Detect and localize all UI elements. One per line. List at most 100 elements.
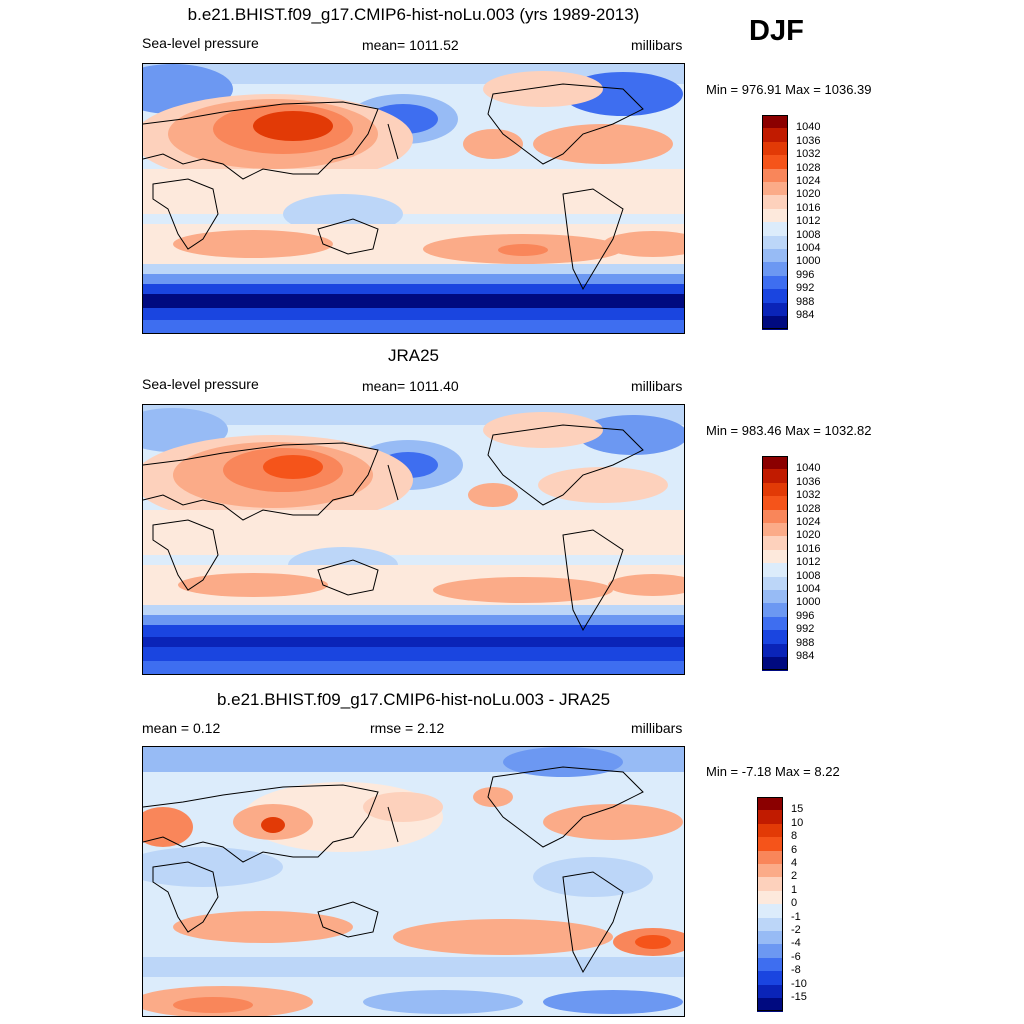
colorbar-swatch bbox=[762, 590, 788, 604]
colorbar-swatch bbox=[757, 810, 783, 825]
colorbar-label: 15 bbox=[791, 803, 804, 816]
panel-3-minmax: Min = -7.18 Max = 8.22 bbox=[706, 764, 840, 779]
colorbar-label: 1024 bbox=[796, 175, 821, 187]
colorbar-swatch bbox=[762, 289, 788, 304]
colorbar-swatch bbox=[762, 128, 788, 143]
colorbar-label: 1004 bbox=[796, 242, 821, 254]
colorbar-label: 1008 bbox=[796, 228, 821, 241]
colorbar-swatch bbox=[762, 657, 788, 671]
colorbar-label: 1032 bbox=[796, 148, 821, 161]
colorbar-label: 1028 bbox=[796, 502, 821, 515]
colorbar-label: 6 bbox=[791, 843, 798, 856]
panel-1-mean: mean= 1011.52 bbox=[362, 37, 459, 53]
colorbar-label: 1020 bbox=[796, 188, 821, 201]
colorbar-swatch bbox=[762, 630, 788, 645]
colorbar-swatch bbox=[757, 890, 783, 905]
colorbar-swatch bbox=[762, 222, 788, 237]
colorbar-swatch bbox=[762, 496, 788, 511]
colorbar-swatch bbox=[757, 850, 783, 865]
colorbar-label: 1016 bbox=[796, 542, 821, 555]
panel-2-title: JRA25 bbox=[387, 346, 440, 365]
colorbar-swatch bbox=[762, 249, 788, 263]
panel-1-minmax: Min = 976.91 Max = 1036.39 bbox=[706, 82, 872, 97]
colorbar-swatch bbox=[762, 576, 788, 591]
colorbar-swatch bbox=[762, 141, 788, 156]
colorbar-swatch bbox=[757, 864, 783, 878]
colorbar-swatch bbox=[762, 616, 788, 631]
colorbar-label: 988 bbox=[796, 295, 815, 308]
colorbar-label: 0 bbox=[791, 897, 798, 910]
colorbar-label: 1012 bbox=[796, 556, 821, 569]
panel-3-map bbox=[142, 746, 685, 1017]
season-label: DJF bbox=[749, 15, 804, 47]
colorbar-swatch bbox=[762, 168, 788, 183]
colorbar-label: 4 bbox=[791, 857, 798, 869]
colorbar-label: 1036 bbox=[796, 134, 821, 147]
colorbar-swatch bbox=[757, 917, 783, 932]
colorbar-label: 1020 bbox=[796, 529, 821, 542]
colorbar-swatch bbox=[762, 316, 788, 330]
colorbar-label: 8 bbox=[791, 830, 798, 843]
panel-2-units: millibars bbox=[631, 378, 683, 394]
colorbar-frame bbox=[762, 115, 788, 330]
colorbar-swatch bbox=[762, 643, 788, 658]
colorbar-label: 2 bbox=[791, 870, 798, 883]
colorbar-label: -4 bbox=[791, 937, 801, 950]
colorbar-label: 996 bbox=[796, 609, 815, 622]
colorbar-swatch bbox=[757, 931, 783, 945]
panel-1-left-label: Sea-level pressure bbox=[142, 35, 259, 51]
colorbar-label: 996 bbox=[796, 268, 815, 281]
colorbar-swatch bbox=[762, 563, 788, 578]
panel-1-units: millibars bbox=[631, 37, 683, 53]
colorbar-label: 984 bbox=[796, 309, 815, 321]
colorbar-label: -6 bbox=[791, 950, 801, 963]
colorbar-label: 1036 bbox=[796, 475, 821, 488]
colorbar-swatch bbox=[757, 984, 783, 999]
colorbar-swatch bbox=[762, 603, 788, 618]
colorbar-label: 1000 bbox=[796, 255, 821, 268]
colorbar-swatch bbox=[762, 182, 788, 196]
colorbar-label: 1040 bbox=[796, 121, 821, 134]
colorbar-swatch bbox=[762, 509, 788, 524]
panel-3-title: b.e21.BHIST.f09_g17.CMIP6-hist-noLu.003 … bbox=[216, 690, 611, 709]
colorbar-label: 1032 bbox=[796, 489, 821, 502]
colorbar-label: 984 bbox=[796, 650, 815, 662]
colorbar-label: 1008 bbox=[796, 569, 821, 582]
colorbar-swatch bbox=[757, 904, 783, 919]
colorbar-label: -2 bbox=[791, 924, 801, 936]
colorbar-swatch bbox=[762, 115, 788, 129]
panel-1-title: b.e21.BHIST.f09_g17.CMIP6-hist-noLu.003 … bbox=[187, 5, 640, 24]
colorbar-swatch bbox=[762, 155, 788, 170]
colorbar-swatch bbox=[762, 482, 788, 497]
colorbar-label: 992 bbox=[796, 282, 815, 295]
colorbar-swatch bbox=[762, 536, 788, 551]
colorbar-label: 1040 bbox=[796, 462, 821, 475]
panel-3-units: millibars bbox=[631, 720, 683, 736]
colorbar-swatch bbox=[762, 523, 788, 537]
colorbar-label: 1 bbox=[791, 883, 798, 896]
colorbar-swatch bbox=[762, 469, 788, 484]
colorbar-swatch bbox=[762, 235, 788, 250]
colorbar-swatch bbox=[762, 208, 788, 223]
colorbar-frame bbox=[762, 456, 788, 671]
colorbar-label: -15 bbox=[791, 991, 807, 1003]
colorbar-label: 988 bbox=[796, 636, 815, 649]
colorbar-label: 1024 bbox=[796, 516, 821, 528]
colorbar-swatch bbox=[762, 456, 788, 470]
colorbar-swatch bbox=[762, 262, 788, 277]
colorbar-label: 992 bbox=[796, 623, 815, 636]
panel-2-mean: mean= 1011.40 bbox=[362, 378, 459, 394]
colorbar-swatch bbox=[757, 877, 783, 892]
colorbar-label: 1012 bbox=[796, 215, 821, 228]
colorbar-swatch bbox=[762, 275, 788, 290]
colorbar-label: -10 bbox=[791, 977, 807, 990]
panel-2-map bbox=[142, 404, 685, 675]
colorbar-label: -1 bbox=[791, 910, 801, 923]
colorbar-label: 10 bbox=[791, 816, 804, 829]
panel-2-minmax: Min = 983.46 Max = 1032.82 bbox=[706, 423, 872, 438]
colorbar-label: 1000 bbox=[796, 596, 821, 609]
colorbar-swatch bbox=[757, 797, 783, 811]
panel-1-map bbox=[142, 63, 685, 334]
colorbar-swatch bbox=[762, 549, 788, 564]
panel-3-mean: mean = 0.12 bbox=[142, 720, 221, 736]
